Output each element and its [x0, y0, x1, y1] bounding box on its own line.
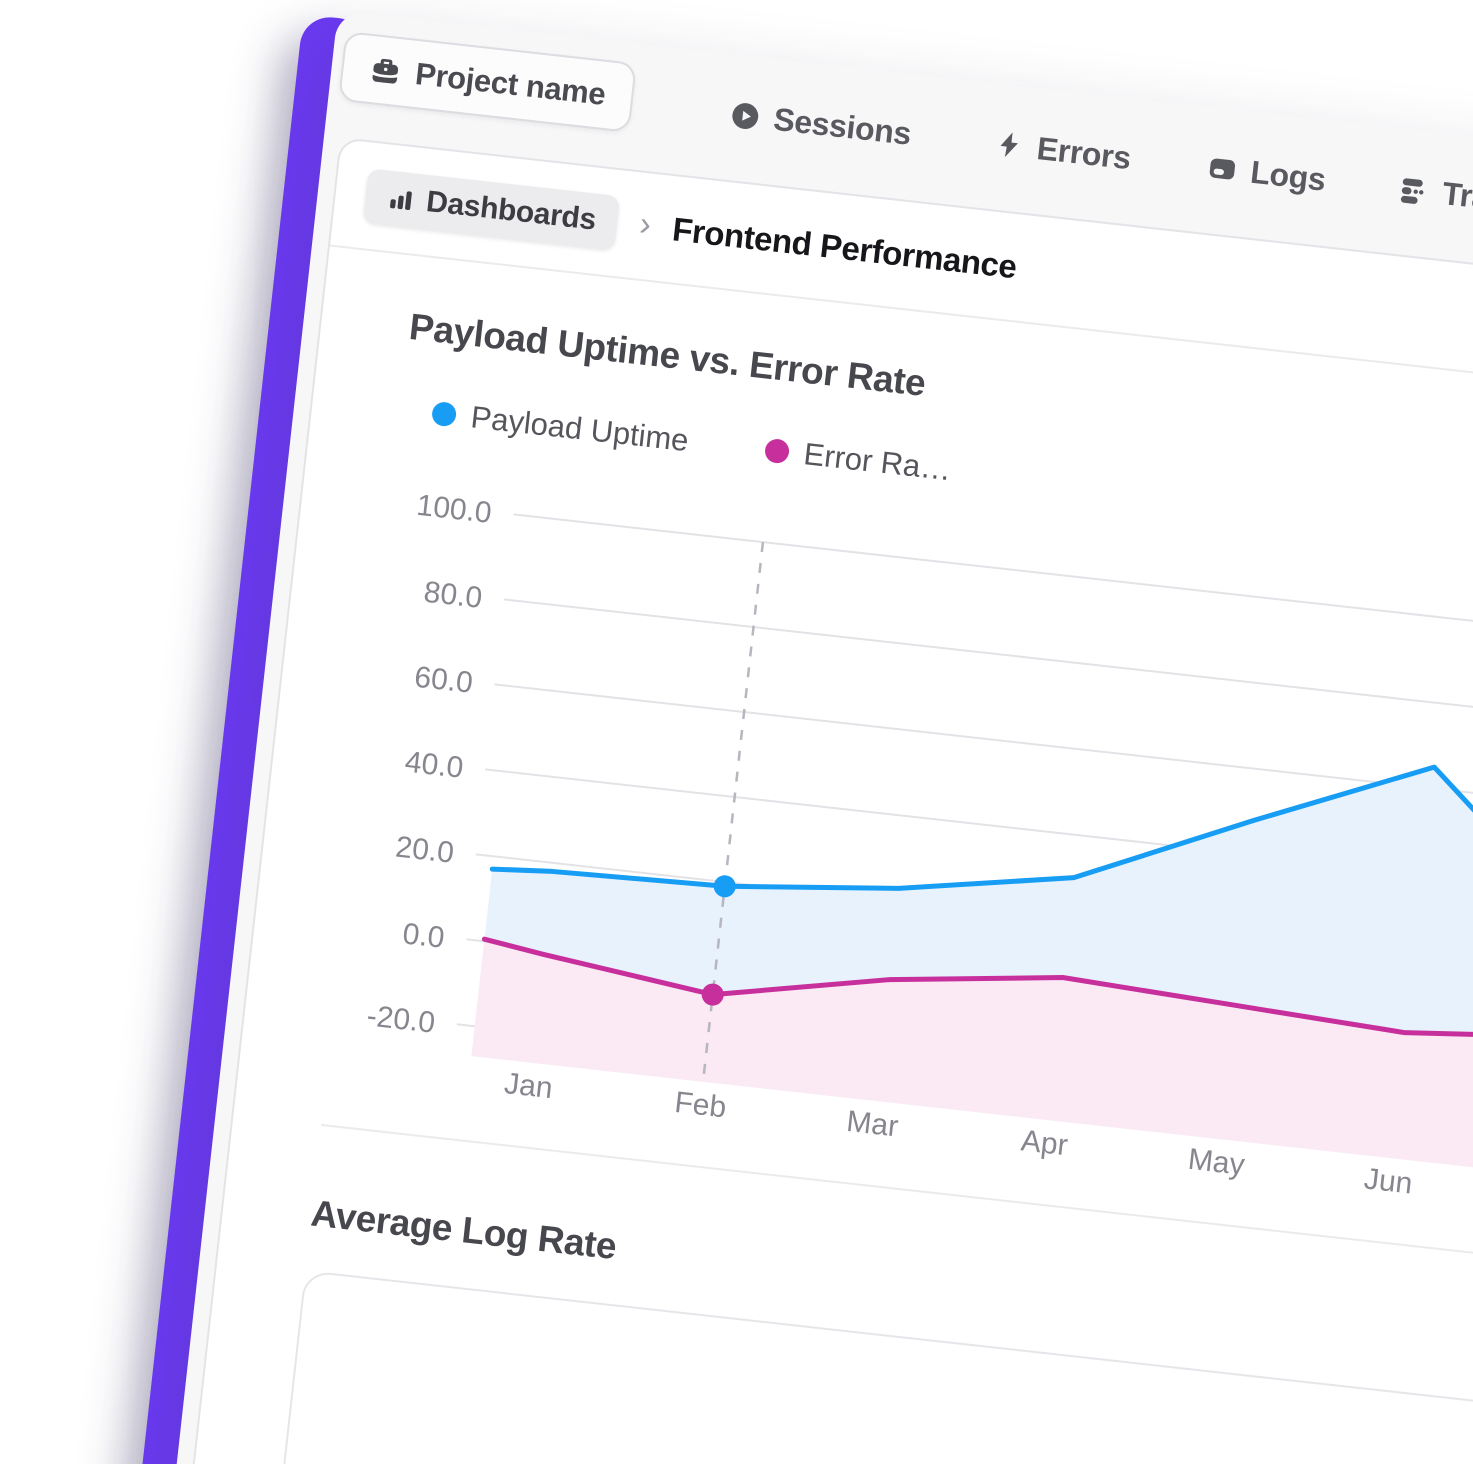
- page-title: Frontend Performance: [670, 210, 1019, 286]
- nav-item-logs[interactable]: Logs: [1203, 135, 1329, 212]
- traces-icon: [1400, 177, 1424, 204]
- x-tick-label: Jun: [1362, 1162, 1414, 1200]
- gridline: [513, 513, 1473, 658]
- x-tick-label: Mar: [845, 1105, 900, 1143]
- x-tick-label: Apr: [1019, 1124, 1069, 1162]
- gridline: [503, 598, 1473, 743]
- lightning-icon: [1000, 132, 1018, 158]
- nav-item-sessions[interactable]: Sessions: [726, 82, 914, 166]
- y-tick-label: 20.0: [394, 831, 456, 870]
- legend-label: Payload Uptime: [469, 399, 691, 459]
- breadcrumb-chip-label: Dashboards: [424, 185, 598, 237]
- x-tick-label: Feb: [673, 1086, 728, 1124]
- breadcrumb-dashboards-chip[interactable]: Dashboards: [362, 168, 621, 250]
- legend-dot-payload-uptime: [430, 400, 458, 428]
- play-circle-icon: [732, 102, 759, 129]
- app-surface: Project name Sessions Errors: [150, 10, 1473, 1464]
- x-tick-label: May: [1186, 1143, 1246, 1182]
- y-tick-label: 60.0: [413, 661, 475, 700]
- gridline: [494, 683, 1473, 828]
- highlight-point: [701, 983, 724, 1006]
- project-name-button[interactable]: Project name: [338, 30, 638, 133]
- legend-item-payload-uptime[interactable]: Payload Uptime: [430, 395, 690, 459]
- y-tick-label: 80.0: [422, 576, 484, 615]
- nav-item-errors[interactable]: Errors: [991, 111, 1134, 190]
- app-window: Project name Sessions Errors: [118, 10, 1473, 1464]
- chart-title: Payload Uptime vs. Error Rate: [407, 305, 928, 404]
- x-tick-label: Jan: [503, 1067, 555, 1105]
- log-rate-section-title: Average Log Rate: [308, 1192, 619, 1268]
- highlight-dashed-line: [701, 541, 765, 1082]
- legend-label: Error Ra…: [802, 436, 954, 488]
- legend-dot-error-rate: [763, 437, 791, 465]
- bar-chart-icon: [390, 190, 412, 210]
- series-area-fill: [471, 939, 1473, 1178]
- highlight-point: [713, 875, 736, 898]
- y-tick-label: -20.0: [365, 999, 437, 1039]
- y-tick-label: 0.0: [401, 917, 446, 954]
- top-navigation: Project name Sessions Errors: [324, 10, 1473, 301]
- series-line: [489, 764, 1473, 938]
- breadcrumb: Dashboards › Frontend Performance: [330, 139, 1473, 411]
- project-name-label: Project name: [413, 56, 608, 112]
- dashboard-page-card: Dashboards › Frontend Performance Payloa…: [166, 136, 1473, 1464]
- gridline: [485, 768, 1473, 913]
- y-tick-label: 40.0: [403, 746, 465, 785]
- logs-card-icon: [1209, 158, 1236, 179]
- briefcase-icon: [372, 58, 399, 84]
- series-line: [481, 936, 1473, 1040]
- chart-legend: Payload Uptime Error Ra…: [430, 395, 953, 487]
- legend-item-error-rate[interactable]: Error Ra…: [763, 432, 953, 488]
- log-rate-card: [243, 1270, 1473, 1464]
- uptime-error-rate-chart[interactable]: 100.0 80.0 60.0 40.0 20.0 0.0 -20.0 Jan Feb Mar Ap…: [235, 437, 1473, 1268]
- nav-item-traces[interactable]: Traces: [1395, 156, 1473, 235]
- y-tick-label: 100.0: [415, 489, 493, 530]
- chevron-right-icon: ›: [637, 204, 654, 244]
